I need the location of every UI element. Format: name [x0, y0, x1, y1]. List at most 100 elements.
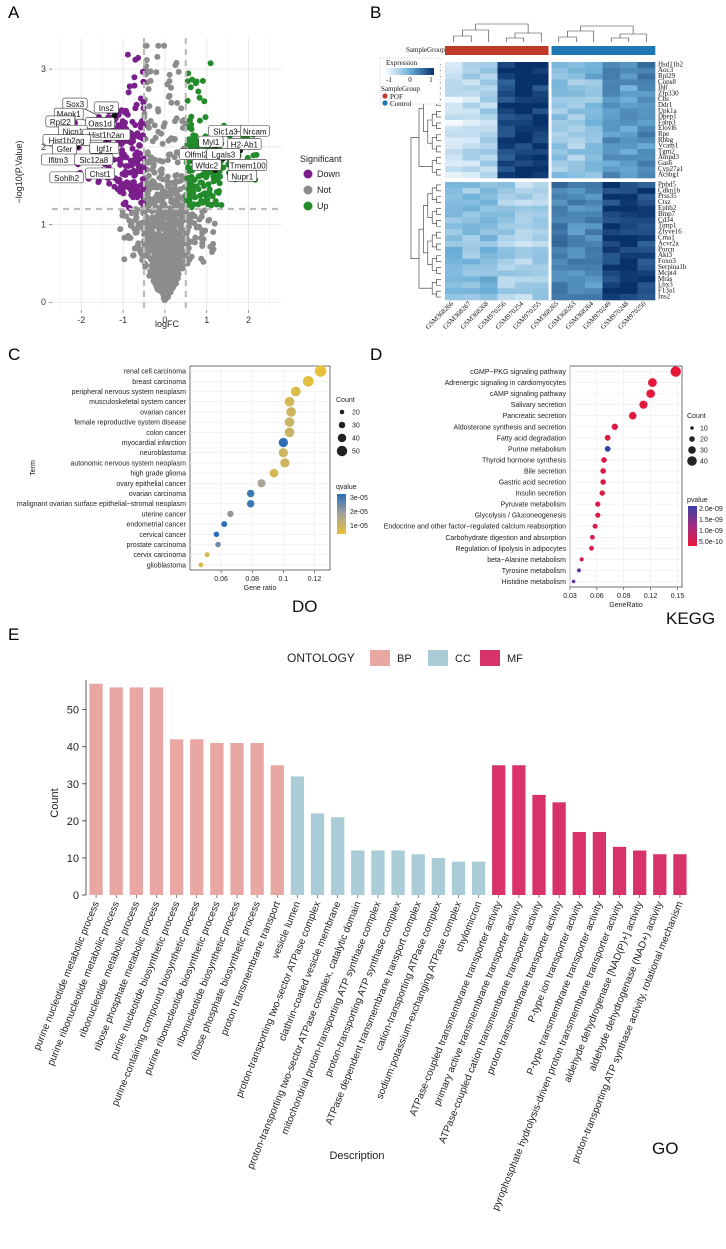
heatmap-cell [550, 282, 568, 289]
heatmap-cell [532, 67, 551, 74]
heatmap-cell [620, 193, 638, 200]
heatmap-cell [602, 79, 621, 86]
heatmap-cell [532, 62, 551, 69]
dendrogram-branch [436, 145, 441, 153]
heatmap-cell [602, 199, 621, 206]
heatmap-cell [567, 149, 586, 156]
volcano-point [150, 260, 157, 266]
heatmap-cell [497, 187, 516, 195]
heatmap-cell [462, 223, 481, 230]
heatmap-cell [585, 137, 603, 144]
go-ylabel: Count [49, 788, 61, 817]
volcano-xtick-label: 2 [246, 315, 251, 325]
heatmap-gene-label: Rpe [658, 130, 669, 138]
go-ytick-label: 40 [67, 742, 79, 754]
do-term-label: renal cell carcinoma [124, 369, 186, 376]
heatmap-cell [585, 211, 603, 218]
volcano-point [137, 95, 144, 102]
volcano-point [140, 252, 146, 259]
heatmap-cell [532, 102, 551, 109]
heatmap-cell [620, 241, 638, 248]
heatmap-cell [462, 154, 481, 161]
kegg-xtick-label: 0.06 [590, 593, 604, 600]
dendrogram-branch [475, 23, 529, 33]
heatmap-cell [445, 137, 463, 144]
heatmap-cell [480, 235, 498, 242]
kegg-term-label: Carbohydrate digestion and absorption [445, 535, 566, 542]
heatmap-gene-label: Zfyve16 [658, 228, 682, 236]
heatmap-cell [515, 288, 533, 295]
do-qvalue-tick-1: 3e-05 [350, 495, 368, 502]
heatmap-cell [497, 143, 516, 150]
volcano-point [157, 167, 164, 174]
heatmap-cell [445, 276, 463, 283]
heatmap-cell [480, 114, 498, 121]
heatmap-cell [620, 276, 638, 283]
kegg-dot [604, 445, 611, 452]
kegg-tag: KEGG [666, 609, 715, 628]
heatmap-cell [637, 120, 656, 127]
heatmap-cell [602, 246, 621, 254]
go-bars [89, 683, 687, 895]
volcano-point [155, 42, 162, 49]
heatmap-cell [637, 102, 656, 109]
heatmap-cell [567, 131, 586, 138]
kegg-term-label: Histidine metabolism [501, 579, 566, 586]
heatmap-cell [480, 166, 498, 173]
heatmap-cell [462, 85, 481, 92]
heatmap-cell [585, 276, 603, 283]
heatmap-cell [497, 276, 516, 283]
volcano-point [170, 246, 177, 253]
volcano-point [161, 266, 168, 273]
heatmap-cell [567, 282, 586, 289]
do-term-label: breast carcinoma [132, 379, 186, 386]
heatmap-cell [585, 131, 603, 138]
volcano-point [188, 204, 195, 211]
volcano-point [121, 234, 128, 241]
kegg-dot [628, 411, 637, 420]
volcano-point [250, 152, 257, 159]
do-term-label: malignant ovarian surface epithelial−str… [17, 501, 186, 508]
kegg-x-ticks: 0.03 0.06 0.09 0.12 0.15 [563, 587, 684, 600]
do-dot [278, 448, 288, 458]
heatmap-cell [620, 137, 638, 144]
heatmap-annotation-cell [445, 46, 463, 55]
panel-label-a: A [8, 3, 20, 22]
go-bar [612, 846, 627, 895]
volcano-point [176, 222, 183, 229]
do-term-label: female reproductive system disease [74, 420, 186, 427]
heatmap-cell [532, 217, 551, 224]
heatmap-cell [480, 125, 498, 132]
heatmap-cell [445, 149, 463, 156]
go-bar [673, 854, 687, 895]
heatmap-gene-label: Tgm2 [658, 147, 675, 155]
dendrogram-branch [436, 196, 441, 203]
heatmap-cell [602, 264, 621, 271]
heatmap-cell [532, 264, 551, 271]
volcano-point [131, 74, 138, 81]
heatmap-cell [462, 288, 481, 295]
heatmap-cell [532, 229, 551, 236]
heatmap-cell [532, 241, 551, 248]
do-size-legend-dot [339, 409, 345, 415]
heatmap-cell [515, 143, 533, 150]
heatmap-cell [602, 229, 621, 236]
heatmap-cell [602, 252, 621, 259]
go-bar [109, 687, 123, 895]
go-axes: 0 10 20 30 40 50 [67, 680, 87, 902]
volcano-point [124, 51, 131, 58]
heatmap-cell [550, 193, 568, 200]
heatmap-cell [637, 270, 656, 277]
heatmap-cell [602, 223, 621, 230]
heatmap-cell [620, 108, 638, 115]
volcano-point [166, 71, 173, 78]
heatmap-annotation-split [548, 46, 552, 55]
heatmap-cell [567, 62, 586, 69]
go-bar [371, 850, 385, 895]
do-size-legend-label: 50 [352, 449, 360, 456]
heatmap-cell [532, 73, 551, 80]
kegg-dot [599, 490, 605, 496]
do-dot [204, 552, 210, 558]
heatmap-cell [480, 79, 498, 86]
